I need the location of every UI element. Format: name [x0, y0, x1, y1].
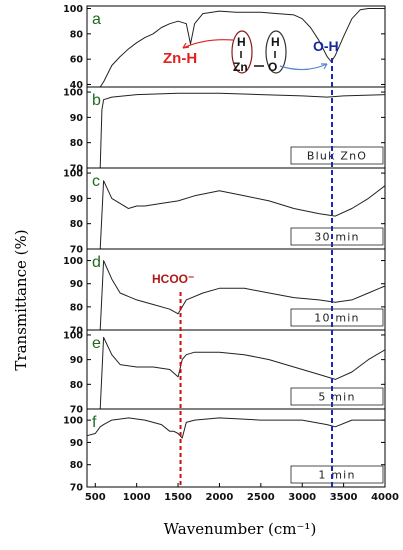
sample-label-box [290, 465, 384, 484]
panel-letter: d [92, 254, 101, 271]
y-tick-label: 80 [70, 138, 84, 149]
y-tick-label: 100 [63, 256, 83, 267]
chem-h-1: H [237, 35, 246, 49]
y-tick-label: 70 [70, 483, 84, 494]
sample-label: 5 min [318, 391, 355, 404]
panel-letter: f [92, 414, 97, 431]
spectrum-line [99, 8, 385, 88]
y-axis-label: Transmittance (%) [12, 229, 30, 370]
sample-label: 10 min [314, 312, 359, 325]
panel-b: 100 90 80 70 b Bluk ZnO [63, 86, 386, 175]
sample-label: 30 min [314, 231, 359, 244]
y-tick-label: 40 [70, 80, 84, 91]
y-tick-label: 70 [70, 326, 84, 337]
y-tick-label: 80 [70, 29, 84, 40]
sample-label-box [290, 387, 384, 406]
y-tick-label: 100 [63, 330, 83, 341]
x-axis: 500 1000 1500 2000 2500 3000 3500 4000 [85, 483, 399, 503]
panel-frame [86, 408, 386, 488]
panel-e: 100 90 80 70 e 5 min [63, 329, 386, 416]
y-tick-label: 80 [70, 302, 84, 313]
y-tick-label: 90 [70, 194, 84, 205]
panel-letter: e [92, 335, 101, 352]
x-tick-label: 1000 [123, 492, 151, 503]
sample-label: Bluk ZnO [307, 150, 367, 163]
sample-label-box [290, 227, 384, 246]
zn-h-bond-ellipse [231, 30, 253, 74]
y-tick-label: 100 [63, 88, 83, 99]
y-tick-label: 60 [70, 55, 84, 66]
hcoo-annotation: HCOO⁻ [152, 272, 194, 286]
y-tick-label: 70 [70, 164, 84, 175]
x-tick-label: 3000 [288, 492, 316, 503]
x-axis-label: Wavenumber (cm⁻¹) [164, 520, 317, 538]
marker-lines [179, 58, 334, 487]
o-h-arrow [279, 63, 328, 71]
sample-label: 1 min [318, 469, 355, 482]
y-tick-label: 90 [70, 279, 84, 290]
sample-label-box [290, 146, 384, 165]
y-tick-label: 70 [70, 405, 84, 416]
y-tick-label: 80 [70, 380, 84, 391]
y-tick-label: 80 [70, 460, 84, 471]
y-tick-label: 90 [70, 113, 84, 124]
zn-h-arrowhead [182, 42, 190, 49]
sample-label-box [290, 308, 384, 327]
chem-zn: Zn [233, 60, 248, 74]
y-tick-label: 100 [63, 4, 83, 15]
x-tick-label: 2500 [247, 492, 275, 503]
chem-o: O [268, 60, 277, 74]
spectrum-line [86, 417, 385, 439]
panel-letter: b [92, 92, 101, 109]
y-tick-label: 100 [63, 169, 83, 180]
x-tick-label: 4000 [371, 492, 399, 503]
panel-letter: a [92, 11, 101, 28]
chem-h-2: H [271, 35, 280, 49]
y-tick-label: 70 [70, 245, 84, 256]
o-h-bond-ellipse [265, 30, 287, 74]
panels-group: 100 80 60 40 a 100 90 80 70 b Bluk ZnO 100 90 80 70 c 30… [63, 4, 386, 494]
panel-letter: c [92, 173, 100, 190]
panel-d: 100 90 80 70 d 10 min [63, 248, 386, 337]
x-tick-label: 500 [85, 492, 106, 503]
spectrum-line [99, 180, 386, 250]
x-tick-label: 3500 [330, 492, 358, 503]
zn-h-annotation: Zn-H [163, 50, 197, 67]
spectrum-line [99, 92, 386, 169]
y-tick-label: 90 [70, 355, 84, 366]
panel-c: 100 90 80 70 c 30 min [63, 167, 386, 256]
o-h-arrowhead [321, 63, 328, 70]
y-tick-label: 80 [70, 219, 84, 230]
y-tick-label: 90 [70, 438, 84, 449]
zn-h-arrow [182, 39, 234, 49]
x-tick-label: 1500 [164, 492, 192, 503]
panel-f: 100 90 80 70 f 1 min [63, 408, 386, 494]
y-tick-label: 100 [63, 416, 83, 427]
x-tick-label: 2000 [206, 492, 234, 503]
o-h-annotation: O-H [313, 38, 339, 54]
